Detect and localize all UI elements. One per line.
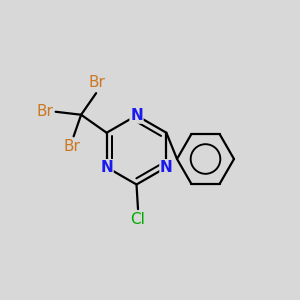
Text: Br: Br	[64, 139, 81, 154]
Text: N: N	[130, 108, 143, 123]
Text: N: N	[160, 160, 173, 175]
Text: N: N	[100, 160, 113, 175]
Text: Br: Br	[36, 104, 53, 119]
Text: Cl: Cl	[130, 212, 146, 226]
Text: Br: Br	[89, 75, 106, 90]
